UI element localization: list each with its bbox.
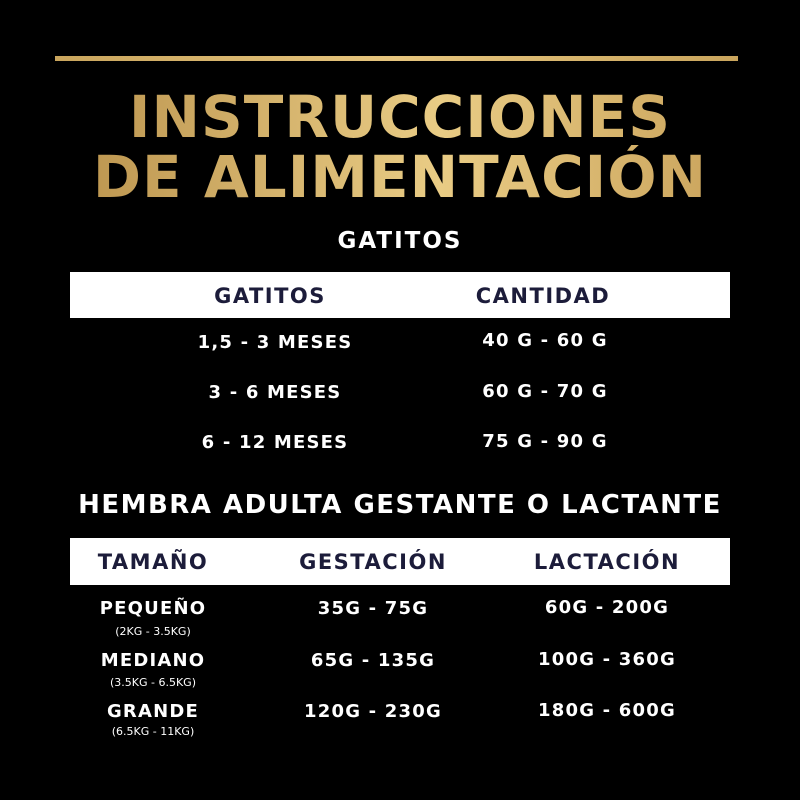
title-line-2: DE ALIMENTACIÓN — [0, 145, 800, 209]
gold-divider — [55, 56, 738, 61]
size-label: MEDIANO — [100, 650, 206, 671]
header-tamano: TAMAÑO — [97, 550, 209, 574]
gestation-amount: 120G - 230G — [304, 701, 442, 722]
gestation-amount: 65G - 135G — [310, 650, 436, 671]
kitten-amount: 40 G - 60 G — [482, 330, 608, 351]
lactation-amount: 100G - 360G — [538, 649, 676, 670]
header-lactacion: LACTACIÓN — [533, 550, 681, 574]
kitten-age: 3 - 6 MESES — [208, 382, 342, 403]
size-weight-range: (2KG - 3.5KG) — [115, 625, 191, 638]
size-weight-range: (3.5KG - 6.5KG) — [109, 676, 196, 689]
kitten-amount: 75 G - 90 G — [482, 431, 608, 452]
gestation-amount: 35G - 75G — [317, 598, 429, 619]
female-table-header: TAMAÑO GESTACIÓN LACTACIÓN — [70, 538, 730, 585]
lactation-amount: 180G - 600G — [538, 700, 676, 721]
header-gatitos: GATITOS — [214, 284, 326, 308]
size-label: PEQUEÑO — [99, 598, 207, 619]
female-section-title: HEMBRA ADULTA GESTANTE O LACTANTE — [78, 490, 722, 520]
kittens-table-header: GATITOS CANTIDAD — [70, 272, 730, 318]
kitten-age: 6 - 12 MESES — [201, 432, 349, 453]
lactation-amount: 60G - 200G — [544, 597, 670, 618]
kitten-age: 1,5 - 3 MESES — [197, 332, 353, 353]
header-cantidad: CANTIDAD — [475, 284, 611, 308]
size-label: GRANDE — [106, 701, 200, 722]
header-gestacion: GESTACIÓN — [299, 550, 447, 574]
size-weight-range: (6.5KG - 11KG) — [111, 725, 195, 738]
title-line-1: INSTRUCCIONES — [0, 85, 800, 149]
kittens-section-title: GATITOS — [337, 228, 463, 254]
kitten-amount: 60 G - 70 G — [482, 381, 608, 402]
